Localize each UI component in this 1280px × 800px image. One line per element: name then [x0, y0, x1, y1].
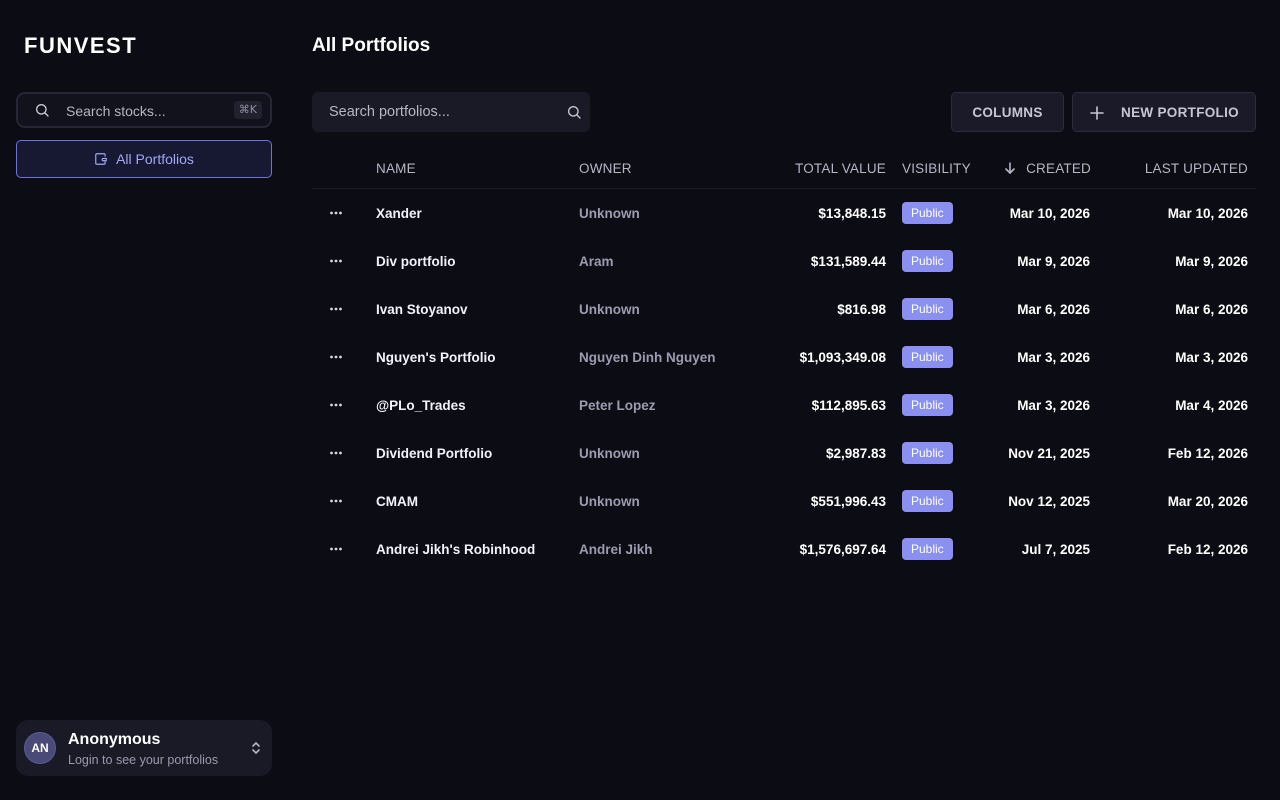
app-logo[interactable]: FUNVEST	[24, 33, 138, 58]
portfolio-owner[interactable]: Unknown	[579, 446, 640, 461]
more-horizontal-icon[interactable]	[329, 398, 343, 412]
more-horizontal-icon[interactable]	[329, 350, 343, 364]
column-header-last-updated[interactable]: LAST UPDATED	[1144, 161, 1248, 176]
user-subtitle: Login to see your portfolios	[68, 753, 219, 767]
portfolio-name[interactable]: Nguyen's Portfolio	[376, 350, 496, 365]
portfolio-total-value: $1,093,349.08	[799, 350, 886, 365]
portfolio-name[interactable]: Ivan Stoyanov	[376, 302, 468, 317]
visibility-badge: Public	[902, 202, 953, 224]
portfolio-created-date: Mar 3, 2026	[1017, 350, 1090, 365]
visibility-badge: Public	[902, 346, 953, 368]
portfolio-owner[interactable]: Unknown	[579, 206, 640, 221]
portfolios-table: NAME OWNER TOTAL VALUE VISIBILITY CREATE…	[312, 148, 1256, 573]
table-body: Xander Unknown $13,848.15 Public Mar 10, 202…	[312, 189, 1256, 573]
more-horizontal-icon[interactable]	[329, 542, 343, 556]
portfolio-created-date: Mar 6, 2026	[1017, 302, 1090, 317]
portfolio-owner[interactable]: Nguyen Dinh Nguyen	[579, 350, 716, 365]
column-header-owner[interactable]: OWNER	[579, 161, 632, 176]
portfolio-created-date: Jul 7, 2025	[1021, 542, 1090, 557]
portfolio-owner[interactable]: Aram	[579, 254, 614, 269]
table-row[interactable]: Div portfolio Aram $131,589.44 Public Mar 9,…	[312, 237, 1256, 285]
columns-button[interactable]: COLUMNS	[951, 92, 1064, 132]
table-row[interactable]: CMAM Unknown $551,996.43 Public Nov 12, 2025…	[312, 477, 1256, 525]
stock-search-input[interactable]: Search stocks... ⌘K	[16, 92, 272, 128]
portfolio-created-date: Mar 9, 2026	[1017, 254, 1090, 269]
portfolio-name[interactable]: Xander	[376, 206, 422, 221]
portfolio-name[interactable]: @PLo_Trades	[376, 398, 466, 413]
portfolio-updated-date: Mar 9, 2026	[1175, 254, 1248, 269]
plus-icon	[1090, 106, 1104, 120]
sidebar-item-all-portfolios[interactable]: All Portfolios	[16, 140, 272, 178]
portfolio-updated-date: Mar 4, 2026	[1175, 398, 1248, 413]
portfolio-name[interactable]: Andrei Jikh's Robinhood	[376, 542, 536, 557]
search-icon[interactable]	[566, 104, 582, 120]
column-header-name[interactable]: NAME	[376, 161, 416, 176]
portfolio-total-value: $1,576,697.64	[799, 542, 886, 557]
user-menu[interactable]: AN Anonymous Login to see your portfolio…	[16, 720, 272, 776]
portfolio-total-value: $2,987.83	[825, 446, 886, 461]
table-header: NAME OWNER TOTAL VALUE VISIBILITY CREATE…	[312, 148, 1256, 189]
wallet-icon	[95, 153, 107, 165]
column-header-total-value[interactable]: TOTAL VALUE	[795, 161, 886, 176]
visibility-badge: Public	[902, 538, 953, 560]
more-horizontal-icon[interactable]	[329, 206, 343, 220]
sidebar: FUNVEST Search stocks... ⌘K All Portfoli…	[0, 0, 288, 800]
portfolio-updated-date: Feb 12, 2026	[1167, 542, 1248, 557]
table-row[interactable]: @PLo_Trades Peter Lopez $112,895.63 Public M…	[312, 381, 1256, 429]
user-name: Anonymous	[68, 731, 161, 748]
more-horizontal-icon[interactable]	[329, 254, 343, 268]
portfolio-updated-date: Mar 3, 2026	[1175, 350, 1248, 365]
sidebar-item-label: All Portfolios	[116, 151, 194, 167]
portfolio-updated-date: Mar 6, 2026	[1175, 302, 1248, 317]
portfolio-name[interactable]: Div portfolio	[376, 254, 456, 269]
stock-search-placeholder: Search stocks...	[66, 103, 166, 119]
more-horizontal-icon[interactable]	[329, 446, 343, 460]
more-horizontal-icon[interactable]	[329, 494, 343, 508]
more-horizontal-icon[interactable]	[329, 302, 343, 316]
portfolio-updated-date: Mar 20, 2026	[1167, 494, 1248, 509]
portfolio-total-value: $551,996.43	[810, 494, 886, 509]
page-title: All Portfolios	[312, 35, 431, 56]
portfolio-created-date: Mar 10, 2026	[1009, 206, 1090, 221]
portfolio-updated-date: Feb 12, 2026	[1167, 446, 1248, 461]
portfolio-name[interactable]: Dividend Portfolio	[376, 446, 493, 461]
table-row[interactable]: Dividend Portfolio Unknown $2,987.83 Public…	[312, 429, 1256, 477]
portfolio-search-input[interactable]: Search portfolios...	[312, 92, 590, 132]
arrow-down-icon[interactable]	[1003, 161, 1017, 175]
visibility-badge: Public	[902, 490, 953, 512]
avatar: AN	[24, 732, 56, 764]
portfolio-total-value: $131,589.44	[810, 254, 886, 269]
portfolio-name[interactable]: CMAM	[376, 494, 418, 509]
portfolio-total-value: $112,895.63	[811, 398, 886, 413]
portfolio-created-date: Nov 12, 2025	[1008, 494, 1090, 509]
search-shortcut-hint: ⌘K	[233, 101, 262, 119]
table-row[interactable]: Andrei Jikh's Robinhood Andrei Jikh $1,576…	[312, 525, 1256, 573]
portfolio-owner[interactable]: Unknown	[579, 302, 640, 317]
columns-button-label: COLUMNS	[972, 104, 1043, 120]
portfolio-search-placeholder: Search portfolios...	[329, 104, 450, 120]
table-row[interactable]: Ivan Stoyanov Unknown $816.98 Public Mar 6, …	[312, 285, 1256, 333]
visibility-badge: Public	[902, 250, 953, 272]
portfolio-updated-date: Mar 10, 2026	[1167, 206, 1248, 221]
portfolio-total-value: $816.98	[837, 302, 886, 317]
table-row[interactable]: Nguyen's Portfolio Nguyen Dinh Nguyen $1,0…	[312, 333, 1256, 381]
table-row[interactable]: Xander Unknown $13,848.15 Public Mar 10, 202…	[312, 189, 1256, 237]
portfolio-created-date: Mar 3, 2026	[1017, 398, 1090, 413]
new-portfolio-button-label: NEW PORTFOLIO	[1121, 104, 1239, 120]
column-header-visibility[interactable]: VISIBILITY	[902, 161, 971, 176]
portfolio-total-value: $13,848.15	[818, 206, 886, 221]
visibility-badge: Public	[902, 394, 953, 416]
portfolio-created-date: Nov 21, 2025	[1008, 446, 1090, 461]
search-icon	[36, 104, 49, 117]
chevrons-up-down-icon	[252, 742, 260, 754]
column-header-created[interactable]: CREATED	[1026, 161, 1091, 176]
visibility-badge: Public	[902, 298, 953, 320]
visibility-badge: Public	[902, 442, 953, 464]
portfolio-owner[interactable]: Unknown	[579, 494, 640, 509]
portfolio-owner[interactable]: Peter Lopez	[579, 398, 656, 413]
portfolio-owner[interactable]: Andrei Jikh	[579, 542, 653, 557]
new-portfolio-button[interactable]: NEW PORTFOLIO	[1072, 92, 1256, 132]
